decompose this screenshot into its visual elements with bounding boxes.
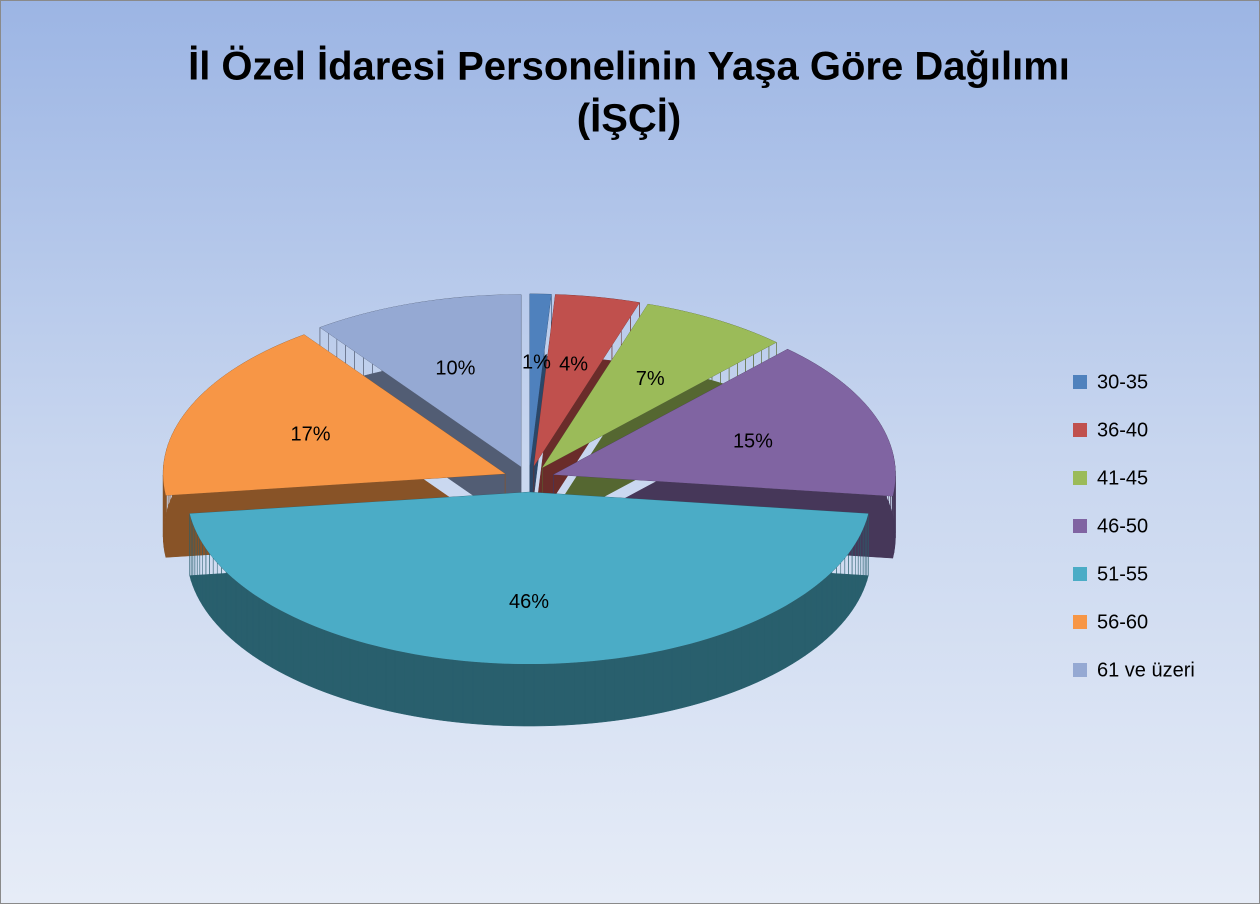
- legend-swatch: [1073, 471, 1087, 485]
- slice: [542, 304, 777, 468]
- legend-label: 46-50: [1097, 515, 1148, 537]
- data-label: 17%: [291, 424, 331, 446]
- chart-title: (İŞÇİ): [577, 97, 681, 141]
- legend-label: 61 ve üzeri: [1097, 659, 1195, 681]
- slice: [553, 349, 896, 497]
- legend-label: 36-40: [1097, 419, 1148, 441]
- chart-title: İl Özel İdaresi Personelinin Yaşa Göre D…: [188, 44, 1070, 89]
- legend-swatch: [1073, 663, 1087, 677]
- legend-label: 56-60: [1097, 611, 1148, 633]
- legend-swatch: [1073, 375, 1087, 389]
- data-label: 1%: [522, 352, 551, 374]
- legend-swatch: [1073, 615, 1087, 629]
- legend-swatch: [1073, 423, 1087, 437]
- data-label: 15%: [733, 431, 773, 453]
- data-label: 4%: [559, 354, 588, 376]
- data-label: 46%: [509, 591, 549, 613]
- legend-label: 51-55: [1097, 563, 1148, 585]
- data-label: 10%: [435, 357, 475, 379]
- legend-swatch: [1073, 567, 1087, 581]
- slice: [533, 294, 640, 467]
- slice: [319, 294, 521, 467]
- slice-tops: [163, 293, 896, 665]
- legend-label: 30-35: [1097, 371, 1148, 393]
- slice: [529, 293, 552, 466]
- slice: [163, 334, 506, 496]
- legend-label: 41-45: [1097, 467, 1148, 489]
- data-label: 7%: [636, 368, 665, 390]
- slice: [189, 492, 869, 665]
- legend-swatch: [1073, 519, 1087, 533]
